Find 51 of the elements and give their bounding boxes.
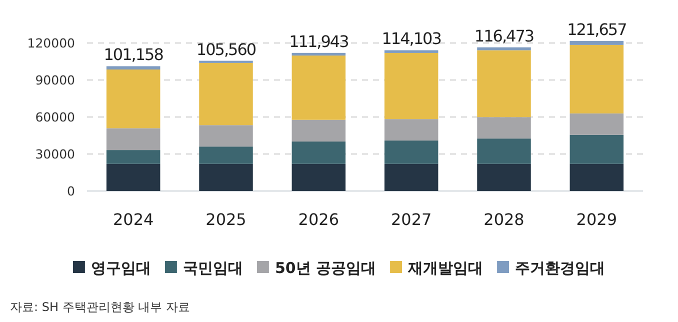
bar xyxy=(199,125,253,147)
x-tick-label: 2026 xyxy=(298,210,340,229)
bar xyxy=(292,52,346,56)
y-tick-label: 120000 xyxy=(27,35,76,50)
bar xyxy=(570,113,624,135)
legend-label: 영구임대 xyxy=(90,259,151,277)
bar xyxy=(477,138,531,164)
legend-label: 재개발임대 xyxy=(407,259,484,277)
bar xyxy=(384,52,438,120)
bar xyxy=(477,50,531,118)
legend-label: 국민임대 xyxy=(182,259,243,277)
bar xyxy=(199,146,253,164)
x-tick-label: 2028 xyxy=(484,210,524,229)
bar xyxy=(384,164,438,191)
y-tick-label: 60000 xyxy=(35,109,76,124)
total-label: 111,943 xyxy=(289,32,348,51)
total-label: 101,158 xyxy=(104,45,164,64)
x-tick-label: 2024 xyxy=(112,210,154,229)
bar xyxy=(199,62,253,126)
bar xyxy=(570,44,624,114)
bar xyxy=(570,40,624,45)
bar xyxy=(384,50,438,53)
bar xyxy=(477,164,531,191)
bar xyxy=(570,164,624,191)
bar xyxy=(384,140,438,164)
bar xyxy=(292,142,346,164)
bar xyxy=(570,134,624,164)
total-label: 121,657 xyxy=(567,20,626,39)
bar xyxy=(384,119,438,141)
total-label: 116,473 xyxy=(474,26,534,46)
x-tick-label: 2029 xyxy=(576,210,618,229)
bar xyxy=(106,128,160,150)
legend-label: 50년 공공임대 xyxy=(274,259,376,277)
bar xyxy=(106,66,160,70)
bar xyxy=(292,120,346,142)
x-tick-label: 2025 xyxy=(206,210,246,229)
x-tick-label: 2027 xyxy=(390,210,432,229)
bar xyxy=(199,164,253,191)
legend-label: 주거환경임대 xyxy=(515,259,606,277)
y-tick-label: 0 xyxy=(67,184,76,198)
y-tick-label: 90000 xyxy=(35,72,76,88)
bar xyxy=(106,150,160,164)
bar xyxy=(292,56,346,120)
total-label: 105,560 xyxy=(196,40,256,59)
bar xyxy=(106,69,160,128)
bar xyxy=(292,164,346,191)
bar xyxy=(477,117,531,139)
y-tick-label: 30000 xyxy=(35,146,76,162)
text: 자료: SH 주택관리현황 내부 자료 xyxy=(10,300,190,314)
total-label: 114,103 xyxy=(382,29,441,48)
bar xyxy=(106,164,160,191)
